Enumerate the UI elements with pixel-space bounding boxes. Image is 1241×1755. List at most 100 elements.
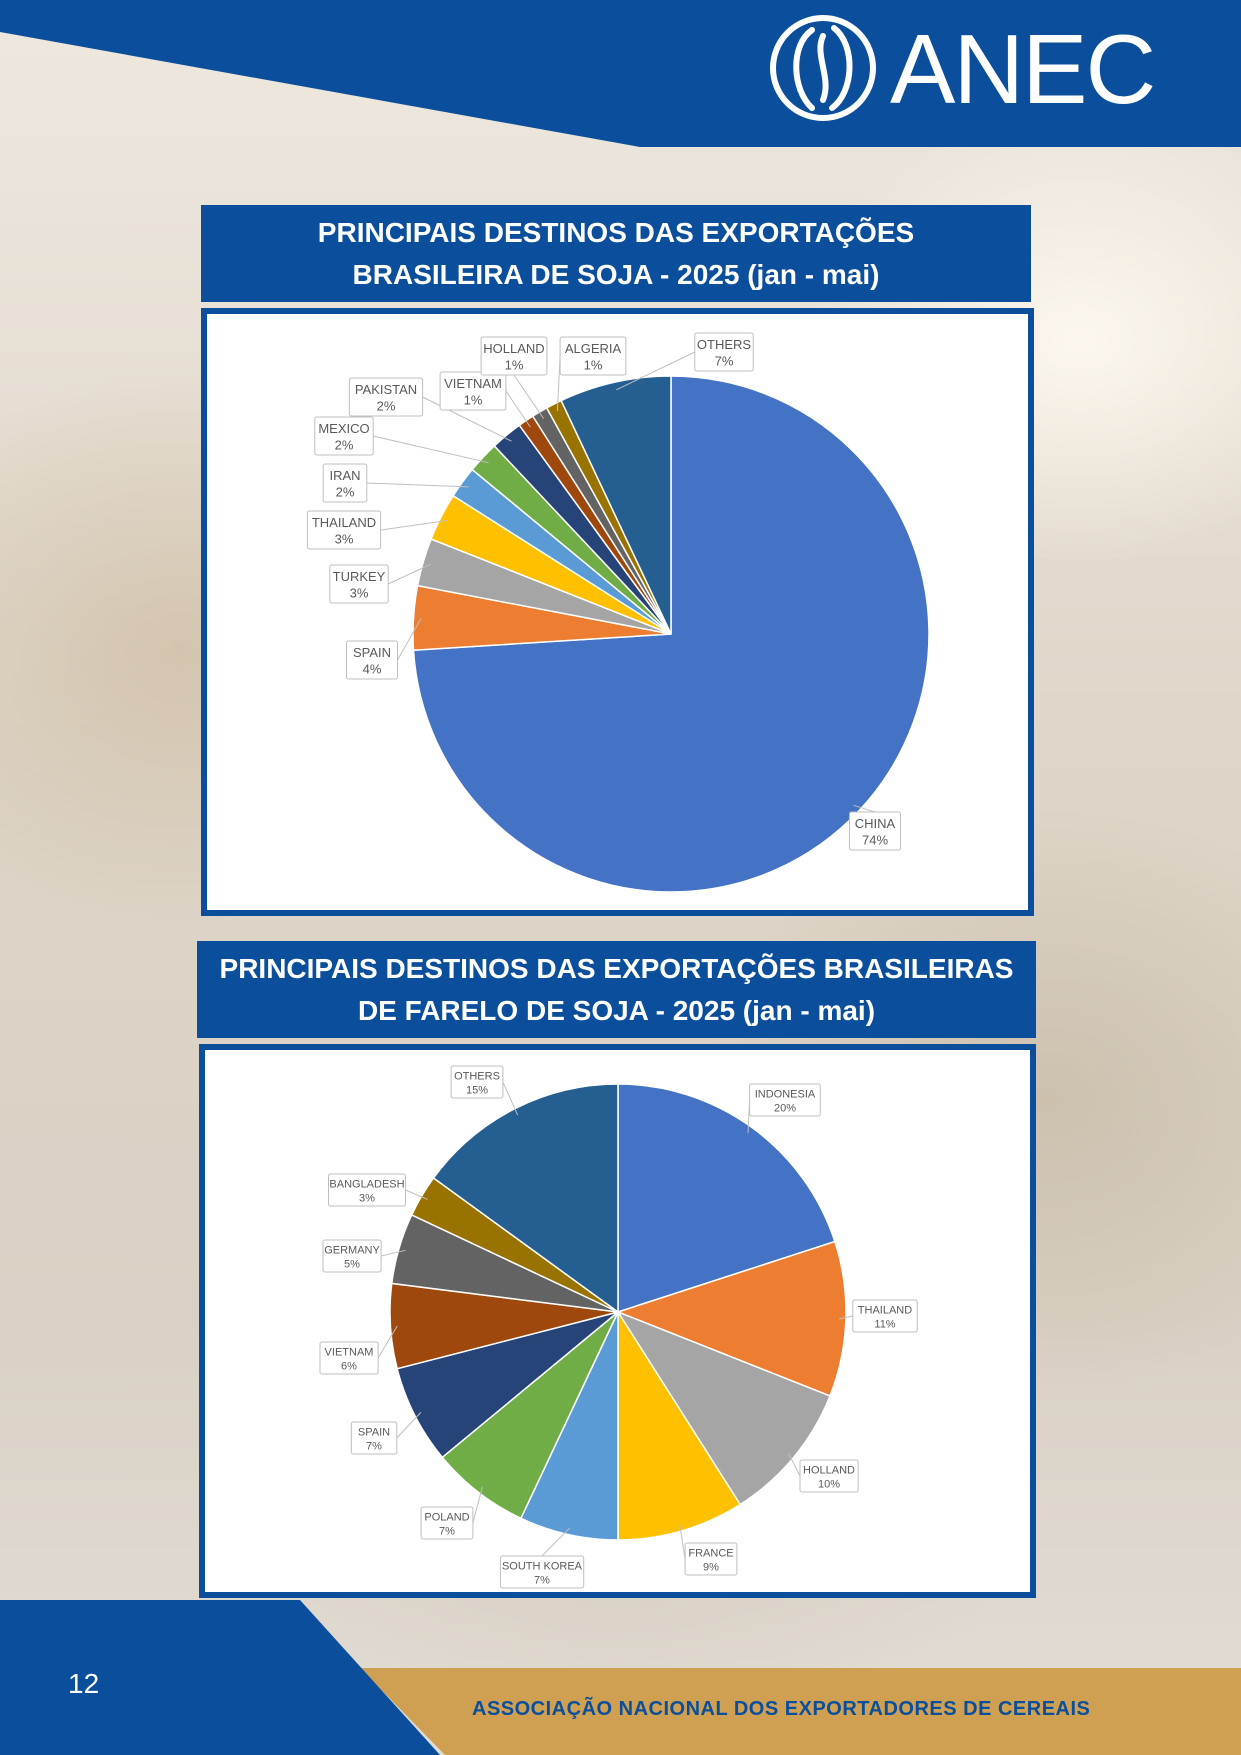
page-number: 12: [68, 1668, 100, 1699]
chart2-leader-holland: [787, 1452, 801, 1477]
chart1-leader-pakistan: [422, 396, 512, 442]
chart2-pct-france: 9%: [703, 1562, 719, 1574]
chart1-label-box-pakistan: [348, 377, 424, 417]
chart2-label-box-bangladesh: [328, 1173, 406, 1207]
chart2-slice-france: [617, 1309, 742, 1541]
chart2-label-germany: GERMANY: [324, 1244, 380, 1256]
chart1-leader-spain: [397, 618, 422, 661]
chart2-slice-thailand: [615, 1240, 847, 1397]
footer-blue-shape: [0, 1600, 440, 1755]
chart1-label-iran: IRAN: [329, 468, 360, 483]
header-banner-shape: [0, 0, 1241, 147]
chart2-title-line-2: DE FARELO DE SOJA - 2025 (jan - mai): [357, 994, 876, 1026]
chart1-label-box-vietnam: [439, 371, 507, 411]
chart2-title-line-1: PRINCIPAIS DESTINOS DAS EXPORTAÇÕES BRAS…: [219, 952, 1014, 984]
chart2-slice-indonesia: [617, 1083, 836, 1314]
chart1-leader-mexico: [373, 435, 489, 464]
chart2-pct-germany: 5%: [344, 1259, 360, 1271]
chart1-label-pakistan: PAKISTAN: [355, 382, 417, 397]
chart1-label-box-algeria: [559, 336, 627, 376]
chart1-label-turkey: TURKEY: [333, 569, 386, 584]
chart2-leader-germany: [380, 1249, 406, 1257]
chart2-label-box-vietnam: [319, 1341, 379, 1375]
chart2-pct-spain: 7%: [366, 1441, 382, 1453]
chart1-frame: CHINA 74% SPAIN 4% TURKEY 3% THAILAND 3% IRAN 2% M…: [201, 308, 1034, 916]
chart1-leader-vietnam: [505, 390, 531, 428]
chart2-pie: INDONESIA 20% THAILAND 11% HOLLAND 10% FRANCE 9…: [319, 1065, 918, 1589]
chart1-pct-pakistan: 2%: [377, 399, 396, 414]
chart1-label-vietnam: VIETNAM: [444, 376, 502, 391]
header-banner: [0, 0, 1241, 147]
chart1-pct-vietnam: 1%: [464, 393, 483, 408]
chart1-leader-turkey: [387, 563, 431, 585]
chart2-frame: INDONESIA 20% THAILAND 11% HOLLAND 10% FRANCE 9…: [199, 1044, 1036, 1598]
chart1-label-algeria: ALGERIA: [565, 341, 622, 356]
logo-wordmark: ANEC: [890, 14, 1156, 124]
chart1-pct-holland: 1%: [505, 358, 524, 373]
chart2-leader-south-korea: [541, 1527, 571, 1557]
chart1-title-line-2: BRASILEIRA DE SOJA - 2025 (jan - mai): [352, 258, 880, 290]
chart1-pct-china: 74%: [862, 833, 888, 848]
chart2-leader-thailand: [838, 1315, 853, 1320]
chart1-pct-mexico: 2%: [335, 438, 354, 453]
chart2-label-spain: SPAIN: [358, 1426, 390, 1438]
chart1-slice-others: [560, 375, 672, 635]
chart1-pct-spain: 4%: [363, 662, 382, 677]
chart2-label-indonesia: INDONESIA: [755, 1088, 816, 1100]
chart1-title: PRINCIPAIS DESTINOS DAS EXPORTAÇÕES BRAS…: [201, 205, 1031, 302]
chart1-label-box-holland: [480, 336, 548, 376]
chart2-label-south-korea: SOUTH KOREA: [502, 1560, 583, 1572]
chart2-pct-holland: 10%: [818, 1479, 840, 1491]
chart1-leader-china: [853, 804, 876, 813]
chart1-label-china: CHINA: [855, 816, 896, 831]
chart1-pie: CHINA 74% SPAIN 4% TURKEY 3% THAILAND 3% IRAN 2% M…: [306, 332, 930, 893]
chart1-pct-turkey: 3%: [350, 586, 369, 601]
chart2-label-box-south-korea: [499, 1555, 585, 1589]
chart2-leader-poland: [472, 1486, 483, 1524]
chart2-pct-poland: 7%: [439, 1526, 455, 1538]
chart1-label-box-turkey: [329, 564, 389, 604]
chart2-label-vietnam: VIETNAM: [325, 1346, 374, 1358]
chart2-label-box-indonesia: [749, 1083, 821, 1117]
chart2-label-box-spain: [350, 1421, 398, 1455]
chart2-pct-vietnam: 6%: [341, 1361, 357, 1373]
chart1-pct-others: 7%: [715, 354, 734, 369]
chart2-label-holland: HOLLAND: [803, 1464, 855, 1476]
chart2-leader-others: [502, 1081, 519, 1116]
chart2-pct-others: 15%: [466, 1085, 488, 1097]
chart2-pct-indonesia: 20%: [774, 1103, 796, 1115]
chart2-pct-south-korea: 7%: [534, 1575, 550, 1587]
chart1-label-box-thailand: [306, 510, 382, 550]
chart1-title-line-1: PRINCIPAIS DESTINOS DAS EXPORTAÇÕES: [317, 216, 915, 248]
footer-org-name: ASSOCIAÇÃO NACIONAL DOS EXPORTADORES DE …: [472, 1698, 1091, 1720]
chart1-label-mexico: MEXICO: [318, 421, 369, 436]
chart1-leader-others: [616, 351, 696, 391]
chart1-label-spain: SPAIN: [353, 645, 391, 660]
logo-mark-icon: [770, 15, 876, 121]
chart1-label-box-others: [694, 332, 754, 372]
chart2-label-box-thailand: [852, 1299, 918, 1333]
chart1-label-box-spain: [346, 640, 398, 680]
chart1-leader-iran: [366, 482, 469, 488]
chart2-title: PRINCIPAIS DESTINOS DAS EXPORTAÇÕES BRAS…: [197, 941, 1036, 1038]
chart1-leader-thailand: [380, 519, 449, 531]
chart1-pct-algeria: 1%: [584, 358, 603, 373]
chart2-label-box-france: [684, 1542, 738, 1576]
footer-gold-band: [360, 1668, 1241, 1755]
chart1-label-box-china: [849, 811, 901, 851]
chart1-label-box-mexico: [314, 416, 374, 456]
chart2-label-box-holland: [799, 1459, 859, 1493]
chart1-pct-thailand: 3%: [335, 532, 354, 547]
chart2-leader-spain: [396, 1412, 422, 1439]
chart1-pct-iran: 2%: [336, 485, 355, 500]
chart1-label-others: OTHERS: [697, 337, 752, 352]
chart2-label-others: OTHERS: [454, 1070, 500, 1082]
chart2-label-box-germany: [322, 1239, 382, 1273]
chart1-label-thailand: THAILAND: [312, 515, 376, 530]
chart2-slice-holland: [616, 1310, 831, 1506]
chart2-label-bangladesh: BANGLADESH: [329, 1178, 404, 1190]
chart2-label-france: FRANCE: [688, 1547, 733, 1559]
chart2-label-box-poland: [420, 1506, 474, 1540]
chart2-leader-france: [679, 1524, 686, 1560]
footer-banner: [0, 1600, 1241, 1755]
